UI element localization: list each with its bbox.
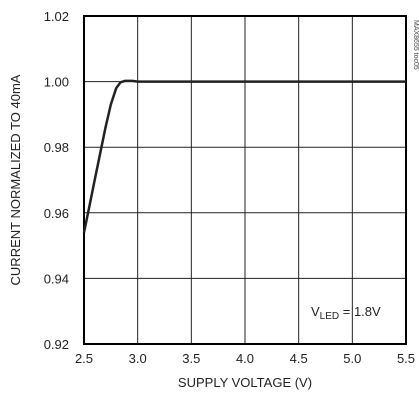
y-tick-label: 0.98 [44, 140, 69, 155]
x-tick-label: 5.5 [397, 351, 415, 366]
x-tick-label: 3.5 [182, 351, 200, 366]
y-axis-label: CURRENT NORMALIZED TO 40mA [8, 74, 23, 285]
series-group [82, 79, 406, 233]
x-tick-label: 3.0 [129, 351, 147, 366]
grid-lines [84, 16, 406, 344]
x-tick-label: 4.0 [236, 351, 254, 366]
x-tick-labels: 2.5 3.0 3.5 4.0 4.5 5.0 5.5 [75, 351, 415, 366]
plot-frame [83, 15, 407, 345]
x-tick-label: 2.5 [75, 351, 93, 366]
x-tick-label: 4.5 [290, 351, 308, 366]
y-tick-label: 0.92 [44, 337, 69, 352]
x-axis-label: SUPPLY VOLTAGE (V) [178, 375, 312, 390]
y-tick-label: 0.96 [44, 206, 69, 221]
annotation-subscript: LED [320, 311, 339, 322]
y-tick-label: 1.00 [44, 75, 69, 90]
figure-id: MAX8655 toc05 [412, 20, 419, 70]
y-tick-label: 0.94 [44, 271, 69, 286]
annotation-main: V [311, 304, 320, 319]
x-tick-label: 5.0 [343, 351, 361, 366]
series-line [82, 79, 406, 233]
vled-annotation: VLED = 1.8V [311, 304, 381, 322]
annotation-rest: = 1.8V [339, 304, 381, 319]
y-tick-label: 1.02 [44, 9, 69, 24]
y-tick-labels: 0.92 0.94 0.96 0.98 1.00 1.02 [44, 9, 69, 352]
